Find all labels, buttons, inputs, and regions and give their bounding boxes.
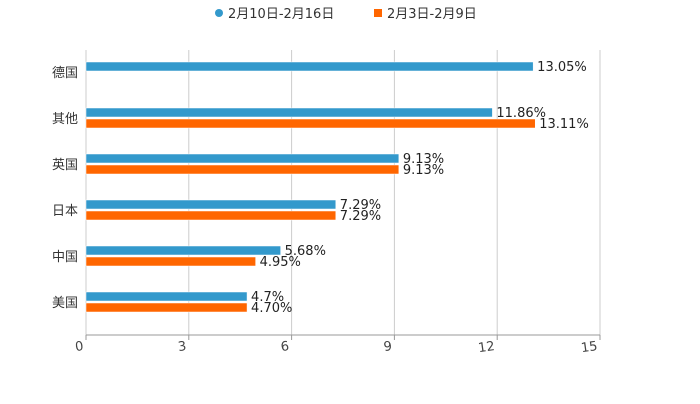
bar-series-2[interactable] — [85, 302, 248, 313]
data-label: 13.11% — [539, 117, 589, 132]
y-category-label: 美国 — [52, 296, 78, 311]
data-label: 11.86% — [496, 106, 546, 121]
legend-label-series-2[interactable]: 2月3日-2月9日 — [387, 7, 477, 22]
x-tick-label: 12 — [477, 339, 495, 356]
bar-series-1[interactable] — [85, 291, 248, 302]
x-tick-label: 9 — [383, 339, 393, 355]
data-label: 5.68% — [285, 244, 326, 259]
y-category-label: 日本 — [52, 204, 78, 219]
y-category-label: 中国 — [52, 250, 78, 265]
data-label: 4.70% — [251, 301, 292, 316]
legend-marker-series-1 — [215, 9, 223, 17]
bar-series-2[interactable] — [85, 210, 337, 221]
bar-series-2[interactable] — [85, 256, 256, 267]
y-category-label: 德国 — [52, 66, 78, 81]
x-tick-label: 3 — [177, 339, 187, 355]
data-label: 7.29% — [340, 209, 381, 224]
data-label: 4.7% — [251, 290, 284, 305]
bar-series-2[interactable] — [85, 118, 536, 129]
data-label: 7.29% — [340, 198, 381, 213]
bar-series-1[interactable] — [85, 199, 337, 210]
bar-series-1[interactable] — [85, 153, 400, 164]
data-label: 9.13% — [403, 163, 444, 178]
legend-marker-series-2 — [374, 9, 382, 17]
data-label: 13.05% — [537, 60, 587, 75]
x-tick-label: 0 — [74, 339, 84, 355]
x-tick-label: 6 — [280, 339, 290, 355]
x-tick-label: 15 — [580, 339, 598, 356]
bar-series-1[interactable] — [85, 61, 534, 72]
legend-label-series-1[interactable]: 2月10日-2月16日 — [228, 7, 334, 22]
data-label: 9.13% — [403, 152, 444, 167]
bar-series-2[interactable] — [85, 164, 400, 175]
bar-series-1[interactable] — [85, 245, 281, 256]
y-category-label: 英国 — [52, 158, 78, 173]
data-label: 4.95% — [260, 255, 301, 270]
y-category-label: 其他 — [52, 112, 78, 127]
bar-series-1[interactable] — [85, 107, 493, 118]
